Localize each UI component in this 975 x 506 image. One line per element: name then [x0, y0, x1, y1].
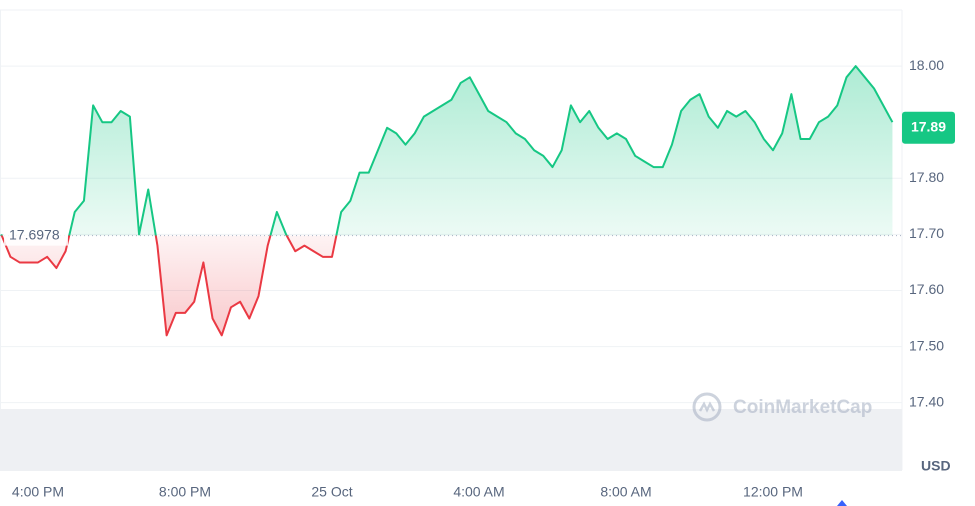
watermark: CoinMarketCap	[692, 392, 872, 422]
y-tick-label: 17.70	[909, 225, 944, 241]
watermark-text: CoinMarketCap	[733, 397, 872, 418]
y-tick-label: 17.50	[909, 337, 944, 353]
watermark-logo-mark	[698, 401, 716, 413]
last-price-label: 17.89	[911, 119, 946, 135]
x-tick-label: 12:00 PM	[743, 484, 803, 500]
y-axis-unit: USD	[921, 458, 951, 474]
y-tick-label: 17.40	[909, 393, 944, 409]
event-marker	[837, 500, 847, 506]
plot: 17.6978	[0, 65, 902, 337]
watermark-logo	[692, 392, 722, 422]
baseline-label-bg	[4, 225, 68, 246]
x-tick-label: 25 Oct	[311, 484, 352, 500]
area	[1, 66, 893, 336]
x-tick-label: 4:00 AM	[453, 484, 504, 500]
y-tick-label: 17.80	[909, 169, 944, 185]
baseline-label: 17.6978	[9, 226, 60, 242]
volume-band	[0, 409, 902, 471]
x-tick-label: 8:00 PM	[159, 484, 211, 500]
y-tick-label: 18.00	[909, 57, 944, 73]
x-tick-label: 4:00 PM	[12, 484, 64, 500]
last-price-badge	[902, 111, 955, 144]
price-line	[0, 65, 894, 337]
y-tick-label: 17.60	[909, 281, 944, 297]
x-tick-label: 8:00 AM	[600, 484, 651, 500]
